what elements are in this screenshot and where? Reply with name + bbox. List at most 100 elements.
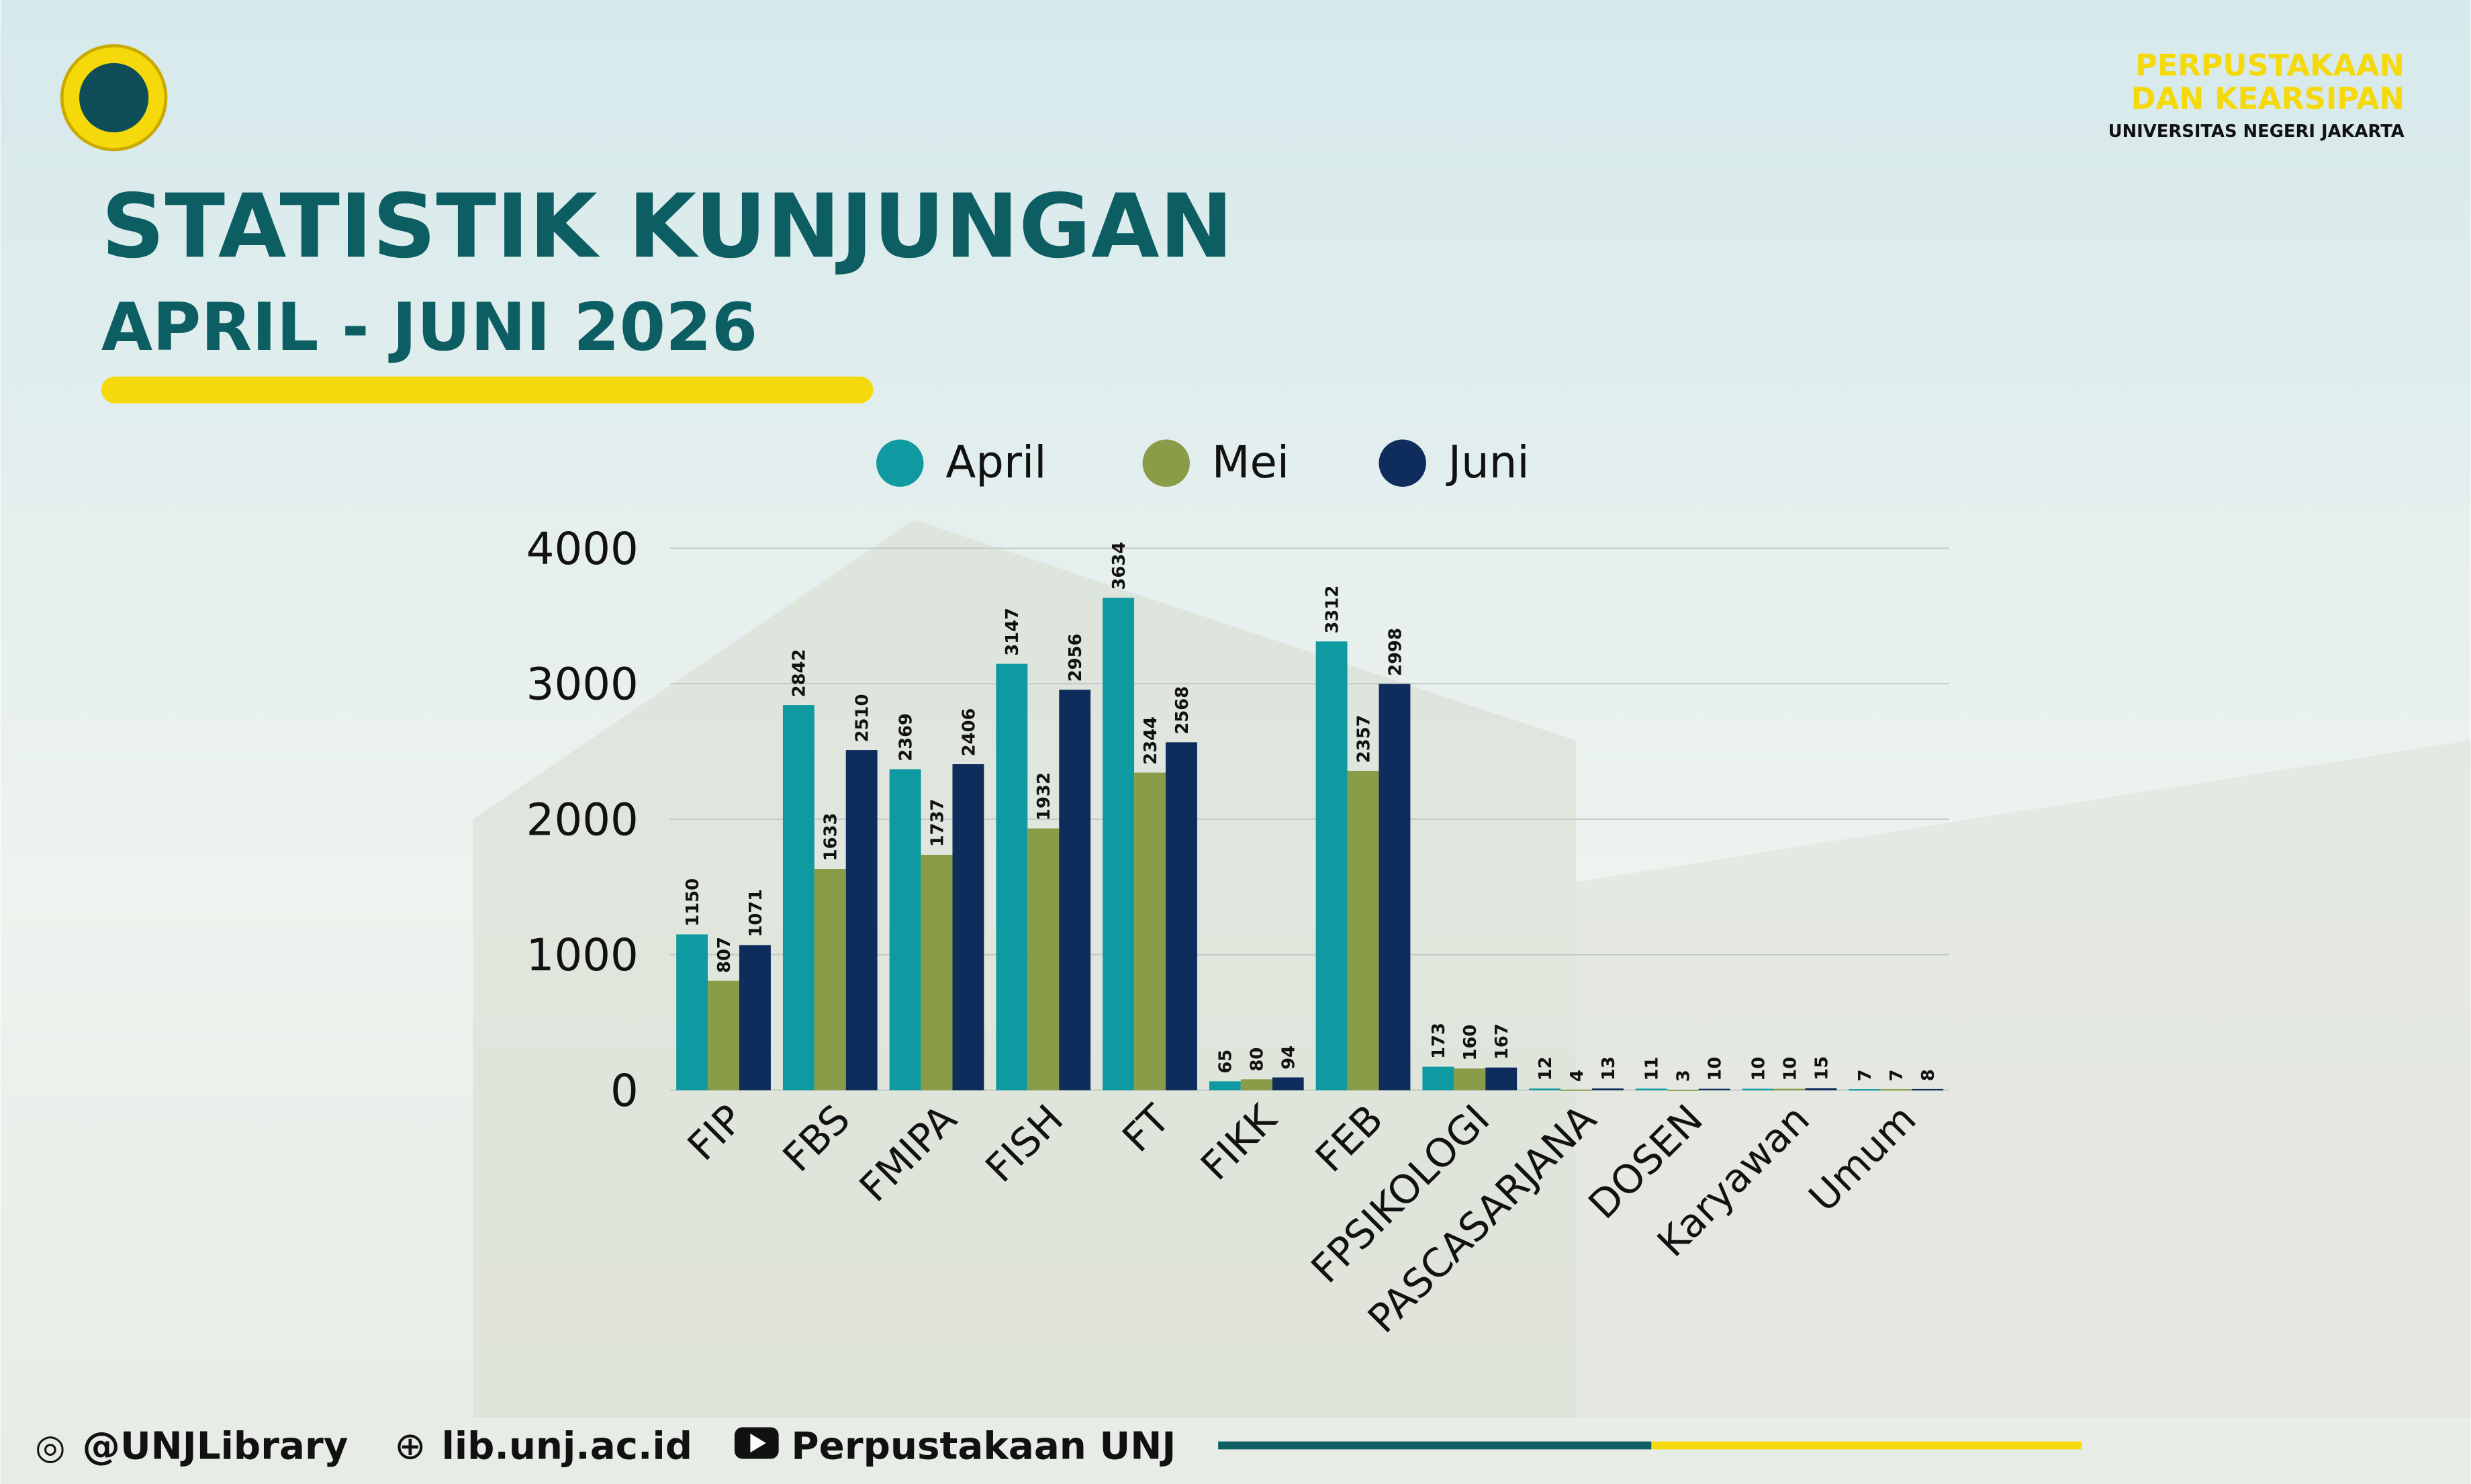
bar [1485,1067,1518,1091]
data-label: 2369 [896,713,916,761]
data-label: 1737 [927,798,947,847]
bar [1103,598,1135,1091]
bar [1742,1088,1774,1091]
data-label: 2568 [1172,686,1193,735]
bar [845,750,878,1091]
bar [952,764,984,1091]
footer-bar [1218,1441,1652,1450]
data-label: 807 [714,937,735,973]
data-label: 2842 [790,649,810,698]
org-name: DAN KEARSIPAN [2131,81,2405,116]
y-tick-label: 3000 [526,659,639,710]
youtube-icon-play [750,1433,766,1453]
bar [1272,1077,1304,1091]
logo-inner [79,62,149,133]
footer-website: lib.unj.ac.id [442,1424,692,1468]
y-tick-label: 0 [610,1066,639,1117]
data-label: 3147 [1003,608,1023,656]
chart-title: STATISTIK KUNJUNGAN [101,175,1233,277]
bar [1698,1088,1730,1091]
data-label: 10 [1706,1057,1726,1081]
bar [1347,770,1379,1091]
data-label: 2357 [1354,714,1374,763]
instagram-icon: ◎ [35,1427,65,1467]
bar [1209,1081,1241,1091]
y-tick-label: 1000 [526,930,639,981]
footer-instagram: @UNJLibrary [83,1424,348,1468]
data-label: 2344 [1141,716,1161,765]
bar [921,855,953,1091]
data-label: 2406 [959,708,979,756]
bar [1667,1089,1699,1091]
bar [1805,1088,1837,1091]
data-label: 10 [1749,1057,1769,1081]
bar [1591,1088,1624,1091]
web-icon: ⊕ [394,1424,426,1468]
data-label: 15 [1812,1056,1832,1080]
org-name: UNIVERSITAS NEGERI JAKARTA [2108,122,2405,142]
footer-youtube: Perpustakaan UNJ [791,1424,1176,1468]
bar [1315,641,1348,1091]
bar [996,663,1028,1091]
legend-label: Juni [1446,437,1530,488]
bar [1379,684,1411,1091]
data-label: 7 [1855,1069,1875,1081]
chart-subtitle: APRIL - JUNI 2026 [101,289,757,366]
bar [889,769,921,1091]
bar [1134,772,1166,1091]
data-label: 2956 [1066,634,1086,682]
data-label: 80 [1248,1048,1268,1072]
data-label: 11 [1642,1057,1663,1081]
bar [1773,1088,1806,1091]
bar [1529,1088,1561,1091]
legend-swatch [1142,439,1190,487]
data-label: 12 [1536,1056,1556,1080]
bar [1560,1089,1592,1091]
data-label: 65 [1216,1050,1236,1074]
y-tick-label: 4000 [526,524,639,575]
bar [708,980,739,1091]
bar [1635,1088,1667,1091]
legend-label: April [945,437,1046,488]
bar [1165,742,1197,1091]
data-label: 3634 [1109,542,1129,590]
data-label: 3 [1674,1070,1694,1082]
data-label: 7 [1887,1069,1907,1081]
title-underline [101,376,874,404]
legend-swatch [1379,439,1426,487]
bar [1422,1066,1454,1091]
data-label: 10 [1780,1057,1800,1081]
building-shape [1575,740,2471,1418]
bar [739,945,771,1091]
org-name: PERPUSTAKAAN [2135,48,2405,83]
legend-swatch [876,439,924,487]
data-label: 173 [1429,1023,1449,1059]
data-label: 1071 [746,889,766,937]
data-label: 1150 [683,878,703,927]
data-label: 13 [1599,1056,1619,1080]
bar [676,934,708,1091]
data-label: 160 [1460,1025,1481,1061]
data-label: 1633 [821,813,841,861]
footer-bar [1651,1441,2082,1450]
bar [814,869,846,1091]
data-label: 2998 [1385,628,1405,676]
bar [1059,690,1091,1091]
bar [782,705,814,1091]
bar [1240,1079,1272,1091]
data-label: 1932 [1034,772,1054,821]
y-tick-label: 2000 [526,794,639,845]
bar [1454,1068,1486,1091]
data-label: 167 [1492,1023,1512,1060]
bar [1912,1088,1944,1091]
data-label: 2510 [853,694,873,743]
bar [1027,828,1060,1091]
legend-label: Mei [1212,437,1289,488]
data-label: 94 [1279,1046,1299,1070]
data-label: 8 [1918,1069,1939,1081]
bar [1849,1089,1881,1091]
data-label: 4 [1567,1070,1587,1082]
data-label: 3312 [1322,586,1342,634]
